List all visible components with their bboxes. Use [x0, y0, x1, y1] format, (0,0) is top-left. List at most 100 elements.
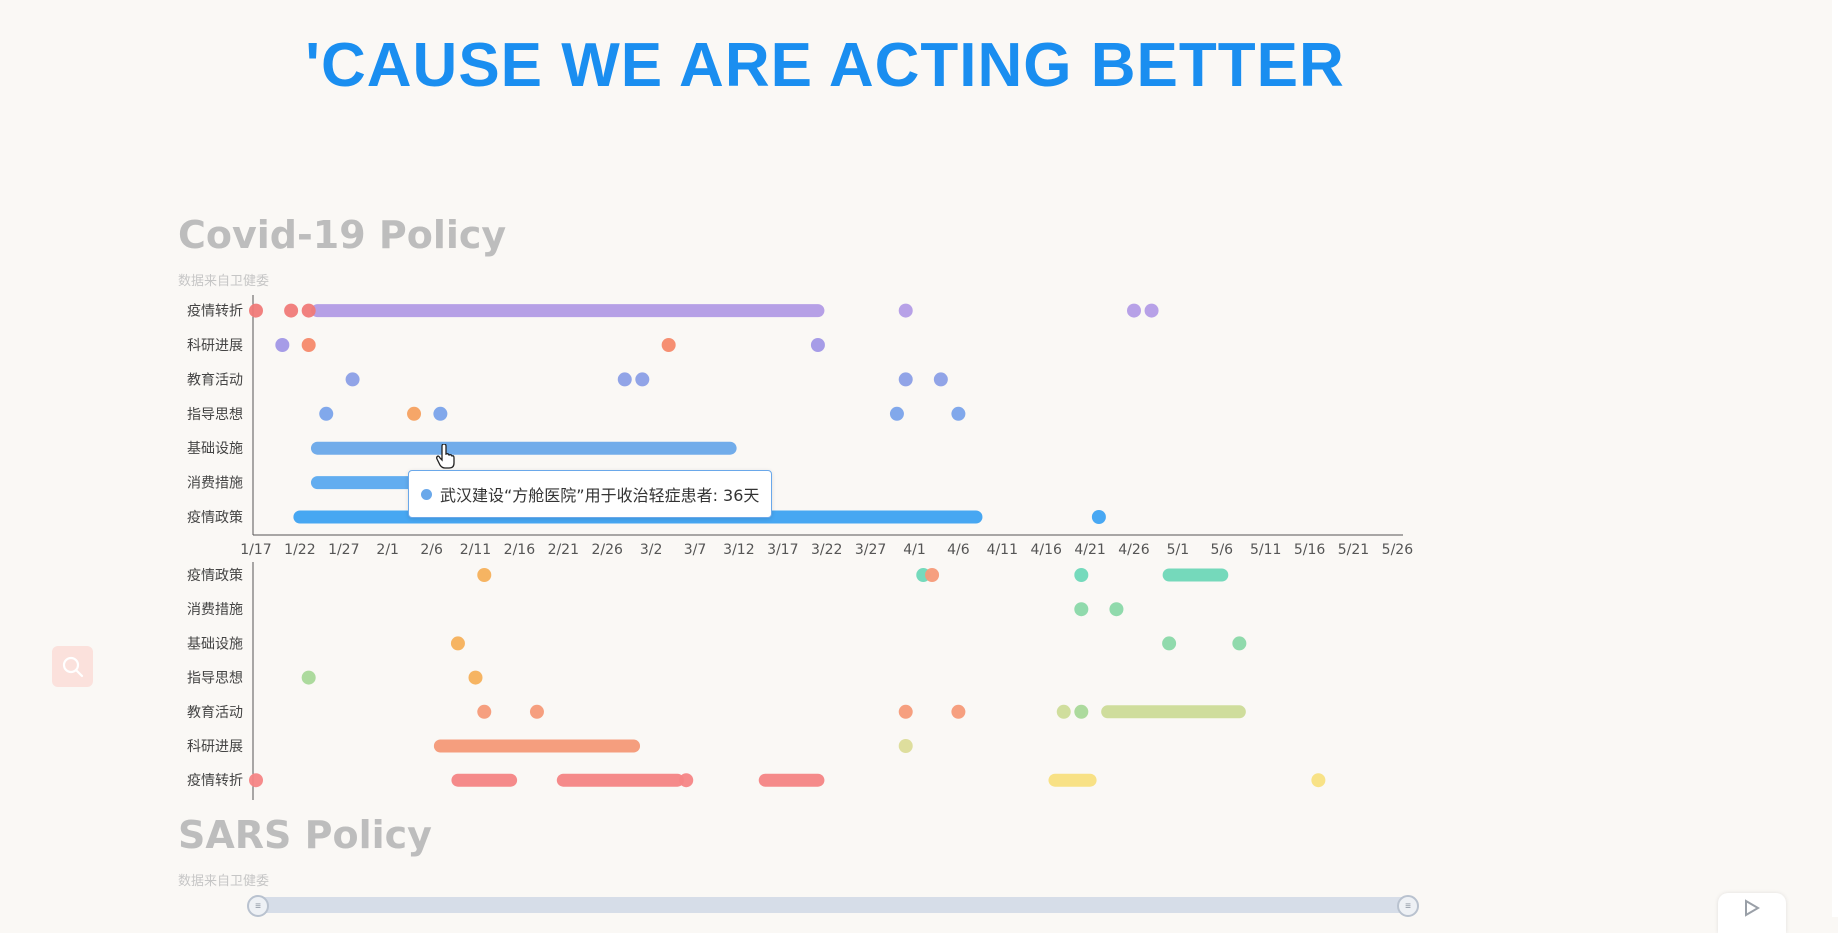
top-y-tick-label: 疫情政策 [187, 509, 243, 526]
x-tick-label: 3/12 [723, 542, 754, 558]
top-data-point [898, 372, 913, 387]
search-button[interactable] [52, 646, 93, 687]
top-y-tick-label: 教育活动 [187, 372, 243, 388]
bottom-data-point [1074, 704, 1089, 719]
bottom-data-point [1109, 602, 1124, 617]
covid-section-subtitle: 数据来自卫健委 [178, 274, 270, 289]
chart-tooltip: 武汉建设“方舱医院”用于收治轻症患者: 36天 [408, 470, 773, 518]
bottom-data-point [477, 704, 492, 719]
covid-section-title: Covid-19 Policy [178, 213, 507, 257]
bottom-data-point [679, 773, 694, 788]
bottom-y-tick-label: 指导思想 [187, 671, 243, 687]
hand-pointer-icon [436, 443, 456, 475]
top-y-tick-label: 科研进展 [187, 338, 243, 354]
top-y-tick-label: 基础设施 [187, 440, 243, 457]
x-tick-label: 5/21 [1338, 542, 1369, 558]
bottom-y-tick-label: 科研进展 [187, 739, 243, 755]
play-icon [1745, 899, 1760, 917]
top-data-point [301, 303, 316, 318]
top-data-point [1127, 303, 1141, 318]
x-tick-label: 5/6 [1211, 542, 1234, 558]
sars-section-title: SARS Policy [178, 813, 432, 857]
top-data-point [284, 303, 299, 318]
top-data-point [407, 406, 422, 421]
x-tick-label: 2/1 [376, 542, 399, 558]
top-y-tick-label: 疫情转折 [187, 304, 243, 320]
x-tick-label: 4/11 [987, 542, 1018, 558]
bottom-data-point [951, 704, 966, 719]
top-y-tick-label: 消费措施 [187, 476, 243, 492]
bottom-data-point [1311, 773, 1326, 788]
x-tick-label: 3/2 [640, 542, 663, 558]
x-tick-label: 1/27 [328, 542, 359, 558]
x-tick-label: 2/21 [548, 542, 579, 558]
bottom-y-tick-label: 疫情政策 [187, 567, 243, 584]
bottom-data-point [301, 670, 316, 685]
bottom-data-point [898, 704, 913, 719]
range-slider-track[interactable] [248, 897, 1410, 913]
bottom-y-tick-label: 教育活动 [187, 705, 243, 721]
top-data-point [433, 406, 448, 421]
top-data-point [810, 338, 825, 352]
x-tick-label: 1/22 [284, 542, 315, 558]
x-tick-label: 5/16 [1294, 542, 1326, 558]
top-data-point [345, 372, 360, 387]
x-tick-label: 3/27 [855, 542, 886, 558]
bottom-y-tick-label: 疫情转折 [187, 773, 243, 789]
x-tick-label: 4/1 [903, 542, 926, 558]
x-tick-label: 3/17 [767, 542, 798, 558]
top-data-point [617, 372, 632, 387]
bottom-y-tick-label: 基础设施 [187, 635, 243, 652]
bottom-data-point [249, 773, 263, 788]
top-data-point [319, 406, 334, 421]
top-data-point [889, 406, 904, 421]
bottom-data-point [898, 739, 913, 753]
sars-section-subtitle: 数据来自卫健委 [178, 874, 270, 889]
x-tick-label: 4/16 [1030, 542, 1062, 558]
x-tick-label: 3/22 [811, 542, 842, 558]
bottom-data-point [468, 670, 483, 685]
x-tick-label: 5/11 [1250, 542, 1281, 558]
x-tick-label: 4/21 [1074, 542, 1105, 558]
top-data-point [898, 303, 913, 318]
player-button[interactable] [1718, 893, 1786, 933]
bottom-data-point [925, 568, 940, 582]
bottom-data-point [1074, 568, 1089, 582]
x-tick-label: 2/6 [420, 542, 443, 558]
top-data-point [1144, 303, 1159, 318]
top-data-point [933, 372, 948, 387]
bottom-data-point [1056, 704, 1071, 719]
bottom-data-point [529, 704, 544, 719]
bottom-data-point [1162, 636, 1177, 651]
right-edge-strip [1832, 0, 1838, 917]
top-data-point [661, 338, 676, 352]
top-data-point [1091, 510, 1106, 524]
bottom-data-point [1074, 602, 1089, 617]
top-data-point [951, 406, 966, 421]
top-data-point [249, 303, 263, 318]
x-tick-label: 5/26 [1382, 542, 1414, 558]
x-tick-label: 2/16 [504, 542, 536, 558]
x-tick-label: 1/17 [240, 542, 271, 558]
x-tick-label: 5/1 [1167, 542, 1190, 558]
x-tick-label: 3/7 [684, 542, 707, 558]
x-tick-label: 2/26 [591, 542, 623, 558]
x-tick-label: 4/6 [947, 542, 970, 558]
range-slider-handle-right[interactable]: ≡ [1397, 895, 1419, 917]
search-icon [62, 656, 83, 677]
tooltip-series-dot [421, 488, 432, 500]
bottom-y-tick-label: 消费措施 [187, 602, 243, 618]
x-tick-label: 2/11 [460, 542, 491, 558]
bottom-data-point [1232, 636, 1247, 651]
page-headline: 'CAUSE WE ARE ACTING BETTER [305, 31, 1345, 100]
top-y-tick-label: 指导思想 [187, 407, 243, 423]
tooltip-text: 武汉建设“方舱医院”用于收治轻症患者: 36天 [440, 486, 760, 505]
bottom-data-point [450, 636, 465, 651]
range-slider-handle-left[interactable]: ≡ [247, 895, 269, 917]
top-data-point [301, 338, 316, 352]
bottom-data-point [477, 568, 492, 582]
top-data-point [635, 372, 650, 387]
x-tick-label: 4/26 [1118, 542, 1150, 558]
top-data-point [275, 338, 290, 352]
